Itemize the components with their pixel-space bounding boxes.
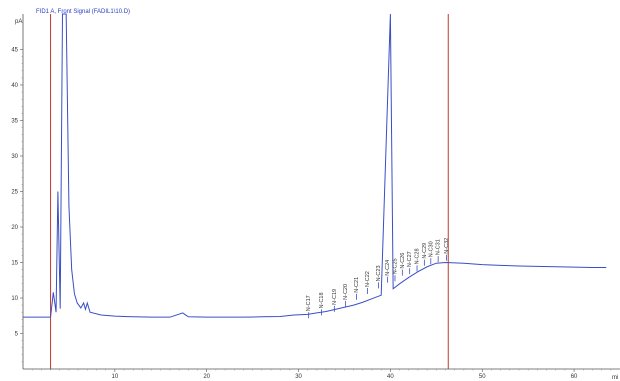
peak-label: N-C29 bbox=[422, 243, 428, 259]
peak-label: N-C30 bbox=[428, 241, 434, 257]
x-tick-label: 30 bbox=[295, 374, 302, 380]
y-tick-label: 15 bbox=[11, 261, 18, 267]
peak-label: N-C25 bbox=[392, 258, 398, 274]
y-tick-label: 30 bbox=[11, 154, 18, 160]
y-tick-label: 5 bbox=[15, 332, 19, 338]
y-axis-label: pA bbox=[15, 19, 22, 25]
peak-label: N-C27 bbox=[407, 251, 413, 267]
peak-label: N-C28 bbox=[415, 248, 421, 264]
peak-label: N-C22 bbox=[365, 271, 371, 287]
peak-label: N-C19 bbox=[332, 289, 338, 305]
peak-label: N-C17 bbox=[306, 295, 312, 311]
x-tick-label: 50 bbox=[479, 374, 486, 380]
x-tick-label: 60 bbox=[571, 374, 578, 380]
x-tick-label: 20 bbox=[203, 374, 210, 380]
peak-label: N-C26 bbox=[400, 253, 406, 269]
peak-label: N-C20 bbox=[343, 284, 349, 300]
y-tick-label: 35 bbox=[11, 119, 18, 125]
peak-label: N-C21 bbox=[354, 277, 360, 293]
x-axis-label: mi bbox=[612, 375, 618, 381]
peak-label: N-C18 bbox=[319, 292, 325, 308]
x-tick-label: 40 bbox=[387, 374, 394, 380]
x-tick-label: 10 bbox=[112, 374, 119, 380]
signal-line bbox=[23, 13, 607, 318]
y-tick-label: 45 bbox=[11, 48, 18, 54]
chart-title: FID1 A, Front Signal (FADIL1\10.D) bbox=[36, 9, 130, 15]
peak-label: N-C24 bbox=[385, 260, 391, 276]
y-tick-label: 25 bbox=[11, 190, 18, 196]
y-tick-label: 20 bbox=[11, 225, 18, 231]
peak-label: N-C32 bbox=[444, 238, 450, 254]
y-tick-label: 40 bbox=[11, 83, 18, 89]
peak-label: N-C31 bbox=[436, 239, 442, 255]
y-tick-label: 10 bbox=[11, 296, 18, 302]
peak-label: N-C23 bbox=[376, 265, 382, 281]
